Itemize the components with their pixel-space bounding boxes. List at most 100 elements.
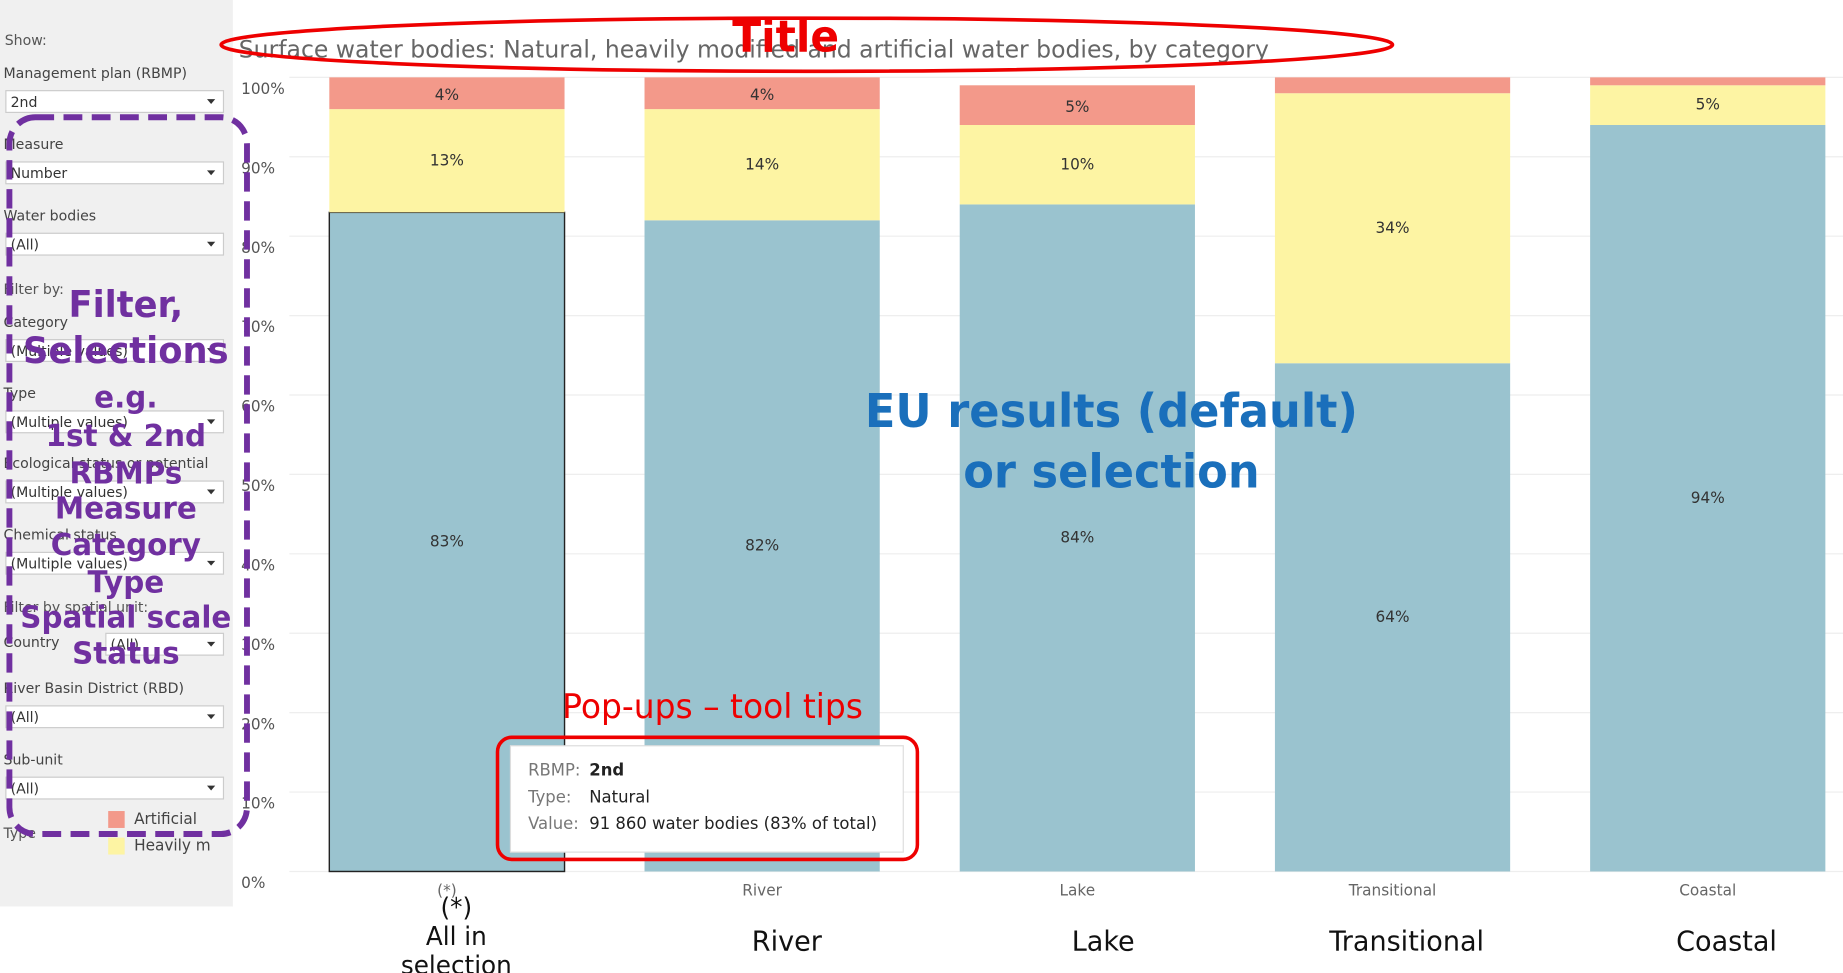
- filter-label: River Basin District (RBD): [4, 681, 184, 697]
- filter-label: Country: [4, 635, 61, 651]
- bar-segment: [959, 85, 1195, 126]
- bar-segment: [1590, 125, 1826, 872]
- dropdown[interactable]: [5, 232, 225, 256]
- value-label: 83%: [430, 532, 464, 550]
- category-caption: Transitional: [1328, 926, 1484, 957]
- filter-annotation: Spatial scale: [20, 600, 231, 635]
- filter-label: Sub-unit: [4, 752, 64, 768]
- dropdown-value: (All): [111, 637, 139, 653]
- dropdown-value: (All): [11, 781, 39, 797]
- tooltip: [509, 745, 904, 853]
- filter-annotation: Type: [88, 565, 165, 600]
- legend-label: Heavily m: [134, 836, 211, 854]
- bar-segment: [1274, 77, 1511, 94]
- filter-annotation: Measure: [55, 491, 197, 526]
- dropdown[interactable]: [5, 339, 225, 363]
- x-tick-label: River: [742, 881, 782, 899]
- dropdown-arrow: [206, 489, 216, 495]
- tooltip-highlight: [495, 735, 920, 862]
- bar-segment: [329, 109, 565, 213]
- filter-annotation: RBMPs: [69, 456, 182, 491]
- bar-segment: [959, 125, 1195, 205]
- value-label: 5%: [1696, 96, 1720, 114]
- legend-swatch: [108, 837, 125, 855]
- dropdown-arrow: [206, 170, 216, 176]
- dropdown-arrow: [206, 348, 216, 353]
- value-label: 4%: [435, 86, 459, 104]
- dropdown-value: 2nd: [11, 95, 38, 111]
- tooltip-value: 2nd: [589, 761, 624, 780]
- dropdown[interactable]: [5, 480, 225, 504]
- dropdown[interactable]: [5, 705, 225, 729]
- dropdown-value: (All): [11, 237, 39, 253]
- dropdown[interactable]: [5, 161, 225, 185]
- category-caption: Coastal: [1676, 926, 1777, 957]
- value-label: 94%: [1691, 489, 1725, 507]
- value-label: 14%: [745, 155, 779, 173]
- popup-annotation: Pop-ups – tool tips: [562, 687, 863, 727]
- filter-label: Ecological status or potential: [4, 456, 209, 472]
- value-label: 84%: [1060, 528, 1094, 546]
- dropdown[interactable]: [5, 90, 225, 114]
- x-tick-label: Coastal: [1679, 881, 1736, 899]
- category-caption: River: [752, 926, 823, 957]
- filter-label: Water bodies: [4, 208, 97, 224]
- filter-annotation: e.g.: [94, 380, 157, 415]
- title-ellipse: [219, 16, 1395, 74]
- filter-annotation: 1st & 2nd: [46, 419, 206, 454]
- filter-annotation: Selections: [23, 331, 229, 373]
- filter-label: Management plan (RBMP): [4, 66, 187, 82]
- dropdown-arrow: [206, 641, 216, 647]
- dropdown-arrow: [206, 560, 216, 566]
- category-caption: Lake: [1072, 926, 1135, 957]
- dropdown-value: (Multiple values): [11, 485, 128, 501]
- category-caption: selection: [401, 951, 512, 973]
- chart-title: Surface water bodies: Natural, heavily m…: [239, 35, 1269, 63]
- filter-annotation: Category: [51, 528, 201, 563]
- bar-segment: [644, 109, 880, 221]
- dropdown-arrow: [206, 419, 216, 425]
- tooltip-label: Value:: [528, 814, 579, 833]
- dropdown-value: (Multiple values): [11, 556, 128, 572]
- tooltip-label: RBMP:: [528, 761, 580, 780]
- filter-label: Chemical status: [4, 527, 117, 543]
- x-tick-label: Transitional: [1348, 881, 1437, 899]
- bar-segment: [959, 204, 1195, 872]
- dropdown-arrow: [206, 714, 216, 720]
- x-tick-label: (*): [437, 881, 457, 899]
- bar-segment: [1274, 363, 1511, 872]
- filter-label: Measure: [4, 137, 64, 153]
- legend-label: Artificial: [134, 810, 197, 828]
- value-label: 5%: [1065, 98, 1089, 116]
- dropdown-arrow: [206, 241, 216, 247]
- value-label: 34%: [1376, 219, 1410, 237]
- results-annotation: or selection: [963, 445, 1259, 499]
- value-label: 82%: [745, 536, 779, 554]
- y-tick-label: 100%: [241, 80, 285, 98]
- dropdown-value: (All): [11, 710, 39, 726]
- filter-heading: Filter by spatial unit:: [4, 600, 149, 616]
- category-caption: All in: [426, 922, 487, 951]
- dropdown[interactable]: [105, 632, 225, 656]
- value-label: 4%: [750, 86, 774, 104]
- y-tick-label: 0%: [241, 874, 265, 892]
- bar-segment: [1590, 85, 1826, 126]
- tooltip-label: Type:: [527, 787, 571, 806]
- bar-segment: [1590, 77, 1826, 86]
- dropdown-value: Number: [11, 166, 68, 182]
- dropdown[interactable]: [5, 410, 225, 434]
- tooltip-value: Natural: [589, 787, 650, 806]
- dropdown-arrow: [206, 785, 216, 791]
- value-label: 64%: [1376, 608, 1410, 626]
- title-annotation: Title: [732, 12, 839, 63]
- filter-heading: Filter by:: [4, 282, 64, 298]
- dropdown-value: (Multiple values): [11, 344, 128, 360]
- dropdown[interactable]: [5, 551, 225, 575]
- value-label: 10%: [1060, 155, 1094, 173]
- bar-segment: [1274, 93, 1511, 364]
- value-label: 13%: [430, 151, 464, 169]
- dropdown[interactable]: [5, 776, 225, 800]
- legend-swatch: [108, 811, 125, 828]
- bar-segment: [644, 77, 880, 110]
